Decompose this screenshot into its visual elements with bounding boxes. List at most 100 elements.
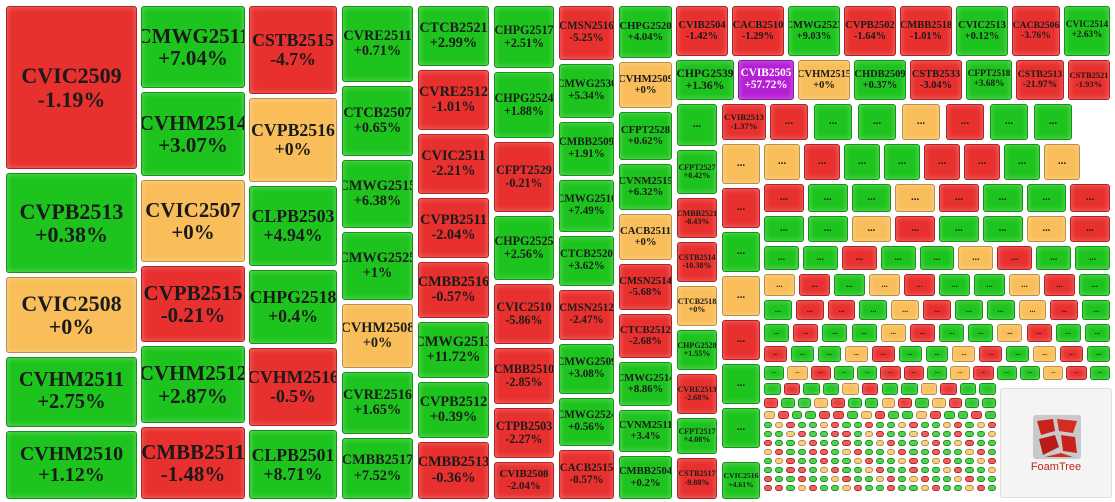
filler-tile: ...	[895, 184, 935, 212]
tile[interactable]: CMWG2513 +11.72%	[418, 322, 489, 378]
tile[interactable]: CACB2506 -3.76%	[1012, 6, 1060, 56]
tile[interactable]: CMSN2514 -5.68%	[619, 264, 672, 310]
tile[interactable]: CVPB2512 +0.39%	[418, 382, 489, 438]
tile[interactable]: CMWG2510 +7.49%	[559, 180, 614, 232]
tile[interactable]: CSTB2533 -3.04%	[910, 60, 962, 100]
tile[interactable]: CHPG2524 +1.88%	[494, 72, 554, 138]
tile[interactable]: CHPG2539 +1.36%	[676, 60, 734, 100]
tile[interactable]: CFPT2527 +0.42%	[677, 150, 717, 194]
filler-tile	[965, 458, 974, 464]
tile[interactable]: CSTB2514 -10.38%	[677, 242, 717, 282]
tile[interactable]: CACB2511 +0%	[619, 214, 672, 260]
tile[interactable]: CFPT2528 +0.62%	[619, 112, 672, 160]
tile[interactable]: CTCB2520 +3.62%	[559, 236, 614, 286]
tile[interactable]: CVPB2515 -0.21%	[141, 266, 245, 342]
tile[interactable]: CMBB2516 -0.57%	[418, 262, 489, 318]
tile[interactable]: CTPB2503 -2.27%	[494, 408, 554, 458]
tile[interactable]: CVHM2511 +2.75%	[6, 357, 137, 427]
tile[interactable]: CMBB2511 -1.48%	[141, 427, 245, 499]
tile[interactable]: CVHM2516 -0.5%	[249, 348, 337, 426]
foamtree-logo[interactable]: FoamTree	[1000, 388, 1112, 498]
tile[interactable]: CMBB2518 -1.01%	[900, 6, 952, 56]
tile[interactable]: CMBB2510 -2.85%	[494, 348, 554, 404]
tile[interactable]: CVPB2502 -1.64%	[844, 6, 896, 56]
filler-tile	[775, 485, 784, 491]
tile[interactable]: CTCB2521 +2.99%	[418, 6, 489, 66]
tile[interactable]: CVHM2512 +2.87%	[141, 346, 245, 423]
tile[interactable]: CVIC2509 -1.19%	[6, 6, 137, 169]
filler-tile: ...	[898, 346, 922, 362]
tile[interactable]: CMBB2509 +1.91%	[559, 122, 614, 176]
tile[interactable]: CVHM2515 +0%	[798, 60, 850, 100]
tile[interactable]: CMBB2504 +0.2%	[619, 456, 672, 499]
filler-tile	[764, 440, 773, 446]
tile[interactable]: CMBB2517 +7.52%	[342, 438, 413, 499]
tile[interactable]: CVHM2510 +1.12%	[6, 431, 137, 499]
tile[interactable]: CHPG2517 +2.51%	[494, 6, 554, 68]
tile[interactable]: CMWG2515 +6.38%	[342, 160, 413, 228]
tile[interactable]: CLPB2501 +8.71%	[249, 430, 337, 499]
tile[interactable]: CTCB2518 +0%	[677, 286, 717, 326]
tile[interactable]: CVIB2508 -2.04%	[494, 462, 554, 499]
tile[interactable]: CMWG2514 +8.86%	[619, 362, 672, 406]
tile[interactable]: CVRE2512 -1.01%	[418, 70, 489, 130]
tile[interactable]: CTCB2512 -2.68%	[619, 314, 672, 358]
tile[interactable]: CHPG2525 +2.56%	[494, 216, 554, 280]
tile[interactable]: CVIC2511 -2.21%	[418, 134, 489, 194]
tile[interactable]: CMWG2524 +0.56%	[559, 398, 614, 446]
tile[interactable]: CVRE2511 +0.71%	[342, 6, 413, 82]
tile[interactable]: CSTB2521 -1.93%	[1068, 60, 1110, 100]
tile[interactable]: CVIB2504 -1.42%	[676, 6, 728, 56]
tile-name: CTCB2507	[343, 104, 412, 121]
tile[interactable]: CFPT2517 +4.08%	[677, 418, 717, 454]
tile[interactable]: CVPB2511 -2.04%	[418, 198, 489, 258]
tile[interactable]: CACB2510 -1.29%	[732, 6, 784, 56]
filler-tile	[764, 485, 773, 491]
tile[interactable]: CFPT2518 +3.68%	[966, 60, 1012, 100]
tile[interactable]: CLPB2503 +4.94%	[249, 186, 337, 266]
tile[interactable]: CVRE2513 -2.68%	[677, 374, 717, 414]
tile[interactable]: CVIC2507 +0%	[141, 180, 245, 262]
tile[interactable]: CSTB2515 -4.7%	[249, 6, 337, 94]
tile[interactable]: CMBB2513 -0.36%	[418, 442, 489, 499]
filler-tile	[775, 476, 784, 482]
tile[interactable]: CHDB2509 +0.37%	[854, 60, 906, 100]
tile[interactable]: CVHM2514 +3.07%	[141, 92, 245, 176]
tile[interactable]: CVIC2514 +2.63%	[1064, 6, 1110, 56]
tile-change: -21.97%	[1022, 79, 1058, 90]
tile[interactable]: CMSN2516 -5.25%	[559, 6, 614, 60]
tile[interactable]: CVPB2516 +0%	[249, 98, 337, 182]
tile[interactable]: CACB2515 -0.57%	[559, 450, 614, 499]
tile[interactable]: CMWG2523 +9.03%	[788, 6, 840, 56]
tile-name: CMWG2524	[559, 409, 614, 422]
filler-label: ...	[880, 349, 886, 357]
tile[interactable]: CMWG2511 +7.04%	[141, 6, 245, 88]
tile-change: +11.72%	[426, 349, 481, 365]
tile[interactable]: CVIB2505 +57.72%	[738, 60, 794, 100]
tile[interactable]: CMWG2525 +1%	[342, 232, 413, 300]
tile[interactable]: CVIC2508 +0%	[6, 277, 137, 353]
tile[interactable]: CMSN2512 -2.47%	[559, 290, 614, 340]
tile[interactable]: CVPB2513 +0.38%	[6, 173, 137, 273]
filler-tile	[987, 485, 996, 491]
tile[interactable]: CVIC2510 -5.86%	[494, 284, 554, 344]
tile[interactable]: CVIC2513 +0.12%	[956, 6, 1008, 56]
tile[interactable]: CVIC2516 +4.61%	[722, 462, 760, 499]
tile[interactable]: CHPG2528 +1.55%	[677, 330, 717, 370]
tile[interactable]: CSTB2517 -9.88%	[677, 458, 717, 499]
tile[interactable]: CMBB2521 -0.43%	[677, 198, 717, 238]
tile[interactable]: CVRE2516 +1.65%	[342, 372, 413, 434]
tile[interactable]: CHPG2518 +0.4%	[249, 270, 337, 344]
tile[interactable]: CVIB2513 -1.37%	[722, 104, 766, 140]
tile[interactable]: CHPG2520 +4.04%	[619, 6, 672, 58]
tile[interactable]: CVHM2508 +0%	[342, 304, 413, 368]
tile-change: -9.88%	[684, 477, 710, 487]
tile[interactable]: CVNM2515 +6.32%	[619, 164, 672, 210]
tile[interactable]: CMWG2530 +5.34%	[559, 64, 614, 118]
tile[interactable]: CFPT2529 -0.21%	[494, 142, 554, 212]
tile[interactable]: CTCB2507 +0.65%	[342, 86, 413, 156]
tile[interactable]: CSTB2513 -21.97%	[1016, 60, 1064, 100]
tile[interactable]: CMWG2509 +3.08%	[559, 344, 614, 394]
tile[interactable]: CVNM2511 +3.4%	[619, 410, 672, 452]
tile[interactable]: CVHM2509 +0%	[619, 62, 672, 108]
